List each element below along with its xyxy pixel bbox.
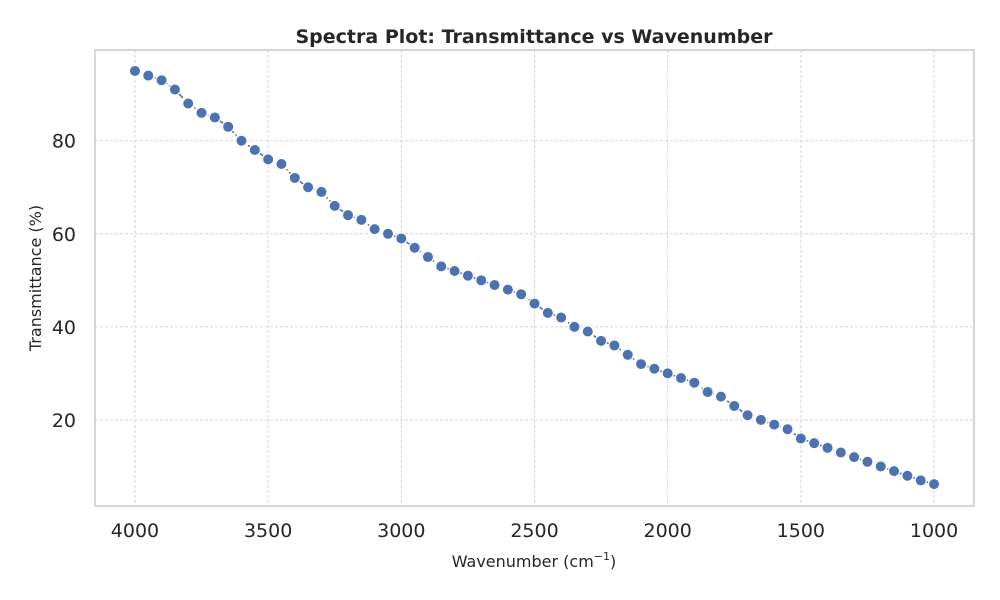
data-point	[195, 106, 208, 120]
x-tick-label: 1500	[777, 520, 825, 542]
data-point	[155, 74, 168, 87]
data-point	[381, 227, 395, 240]
series-layer	[128, 64, 941, 491]
data-point	[581, 325, 594, 338]
data-point	[408, 241, 421, 254]
data-point	[142, 69, 155, 82]
y-axis-label: Transmittance (%)	[26, 205, 45, 352]
x-tick-label: 1000	[910, 520, 958, 542]
data-point	[634, 357, 648, 371]
data-point	[834, 446, 848, 459]
data-point	[248, 143, 262, 157]
data-point	[688, 376, 701, 389]
data-point	[341, 208, 355, 222]
data-point	[235, 134, 248, 147]
y-tick-label: 60	[52, 224, 76, 246]
data-point	[448, 264, 461, 278]
data-point	[395, 232, 408, 245]
data-point	[541, 306, 555, 320]
data-point	[674, 371, 688, 385]
x-tick-label: 3500	[244, 520, 292, 542]
data-point	[488, 278, 501, 292]
data-point	[221, 120, 235, 133]
data-point	[701, 385, 714, 399]
y-tick-labels: 20 40 60 80	[52, 131, 76, 432]
x-tick-label: 4000	[111, 520, 159, 542]
data-point	[741, 409, 754, 422]
data-point	[275, 157, 288, 171]
data-point	[168, 83, 182, 96]
data-point	[528, 297, 541, 310]
x-axis-label: Wavenumber (cm−1)	[452, 550, 617, 571]
x-tick-label: 2500	[510, 520, 558, 542]
plot-frame	[94, 49, 975, 507]
data-point	[475, 274, 488, 287]
data-point	[461, 269, 475, 282]
x-tick-label: 3000	[377, 520, 425, 542]
data-point	[594, 334, 608, 348]
chart-title: Spectra Plot: Transmittance vs Wavenumbe…	[296, 26, 774, 48]
data-point	[661, 367, 674, 380]
data-point	[288, 171, 301, 185]
data-point	[514, 288, 528, 301]
y-tick-label: 40	[52, 317, 76, 339]
data-point	[208, 111, 222, 124]
data-point	[768, 418, 781, 431]
data-point	[887, 464, 901, 478]
data-point	[901, 469, 914, 482]
y-tick-label: 20	[52, 410, 76, 432]
data-point	[355, 213, 368, 227]
data-point	[568, 320, 581, 334]
data-point	[328, 199, 341, 213]
data-point	[821, 441, 834, 455]
data-point	[714, 390, 728, 403]
data-point	[794, 432, 808, 445]
data-point	[847, 450, 861, 464]
y-tick-label: 80	[52, 131, 76, 153]
data-point	[807, 436, 821, 450]
data-point	[874, 460, 887, 473]
data-point	[315, 185, 328, 199]
data-point	[261, 153, 275, 166]
grid	[95, 50, 974, 506]
data-point	[608, 339, 621, 352]
data-point	[435, 260, 448, 273]
data-point	[128, 64, 142, 78]
data-point	[368, 222, 381, 236]
data-point	[781, 423, 794, 436]
data-point	[554, 311, 568, 324]
data-point	[421, 250, 435, 264]
data-point	[621, 348, 634, 361]
x-tick-label: 2000	[644, 520, 692, 542]
data-point	[927, 477, 941, 491]
data-point	[648, 362, 661, 375]
data-point	[301, 181, 315, 194]
data-point	[914, 474, 927, 487]
data-point	[861, 455, 874, 468]
data-point	[728, 399, 741, 413]
x-tick-labels: 4000 3500 3000 2500 2000 1500 1000	[111, 520, 958, 542]
data-point	[501, 283, 515, 296]
data-point	[182, 97, 195, 110]
data-point	[754, 413, 768, 427]
